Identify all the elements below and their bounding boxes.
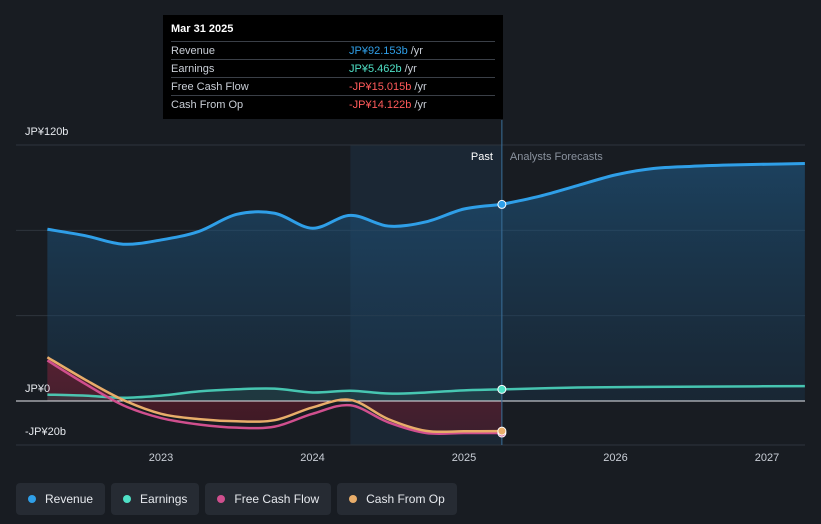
x-axis-label: 2023	[149, 452, 173, 464]
tooltip-label: Revenue	[171, 44, 216, 57]
earnings-area	[47, 388, 502, 401]
legend-label: Earnings	[140, 492, 188, 506]
earnings-forecast-line	[501, 384, 805, 391]
tooltip-label: Earnings	[171, 62, 215, 75]
data-point-marker	[497, 426, 507, 436]
tooltip-label: Cash From Op	[171, 98, 244, 111]
tooltip-value: JP¥92.153b	[349, 44, 408, 57]
y-axis-label: JP¥0	[25, 383, 50, 395]
data-point-marker	[497, 199, 507, 209]
legend-dot-icon	[217, 495, 226, 503]
tooltip-row-revenue: Revenue JP¥92.153b /yr	[171, 41, 495, 59]
legend-item-cash-from-op[interactable]: Cash From Op	[337, 483, 457, 515]
legend-item-revenue[interactable]: Revenue	[16, 483, 106, 515]
y-axis-label: JP¥120b	[25, 126, 68, 138]
legend-dot-icon	[349, 495, 358, 503]
past-label: Past	[471, 151, 493, 163]
legend-label: Free Cash Flow	[234, 492, 320, 506]
revenue-forecast-line	[501, 162, 805, 206]
x-axis-label: 2027	[755, 452, 779, 464]
tooltip-label: Free Cash Flow	[171, 80, 249, 93]
x-axis-label: 2024	[300, 452, 324, 464]
forecast-label: Analysts Forecasts	[510, 151, 603, 163]
free-cash-flow-line	[46, 359, 502, 436]
tooltip-value: -JP¥14.122b	[349, 98, 412, 111]
tooltip-unit: /yr	[414, 98, 427, 111]
tooltip-row-free-cash-flow: Free Cash Flow -JP¥15.015b /yr	[171, 77, 495, 95]
tooltip-row-cash-from-op: Cash From Op -JP¥14.122b /yr	[171, 95, 495, 113]
tooltip-row-earnings: Earnings JP¥5.462b /yr	[171, 59, 495, 77]
tooltip-unit: /yr	[414, 80, 427, 93]
tooltip-unit: /yr	[410, 44, 423, 57]
earnings-line	[47, 387, 502, 400]
legend-label: Revenue	[45, 492, 94, 506]
revenue-line	[47, 202, 503, 246]
y-axis-label: -JP¥20b	[25, 426, 66, 438]
data-tooltip: Mar 31 2025 Revenue JP¥92.153b /yr Earni…	[163, 15, 503, 119]
x-axis-label: 2026	[603, 452, 627, 464]
legend-item-free-cash-flow[interactable]: Free Cash Flow	[205, 483, 332, 515]
legend-dot-icon	[123, 495, 132, 503]
tooltip-value: JP¥5.462b	[349, 62, 402, 75]
data-point-marker	[497, 384, 507, 394]
x-axis-label: 2025	[452, 452, 476, 464]
tooltip-unit: /yr	[404, 62, 417, 75]
revenue-area	[47, 163, 805, 401]
tooltip-value: -JP¥15.015b	[349, 80, 412, 93]
legend-label: Cash From Op	[366, 492, 445, 506]
tooltip-date: Mar 31 2025	[171, 23, 234, 35]
legend-dot-icon	[28, 495, 36, 503]
chart-legend: Revenue Earnings Free Cash Flow Cash Fro…	[16, 483, 457, 515]
cash-from-op-line	[46, 356, 502, 434]
legend-item-earnings[interactable]: Earnings	[111, 483, 200, 515]
